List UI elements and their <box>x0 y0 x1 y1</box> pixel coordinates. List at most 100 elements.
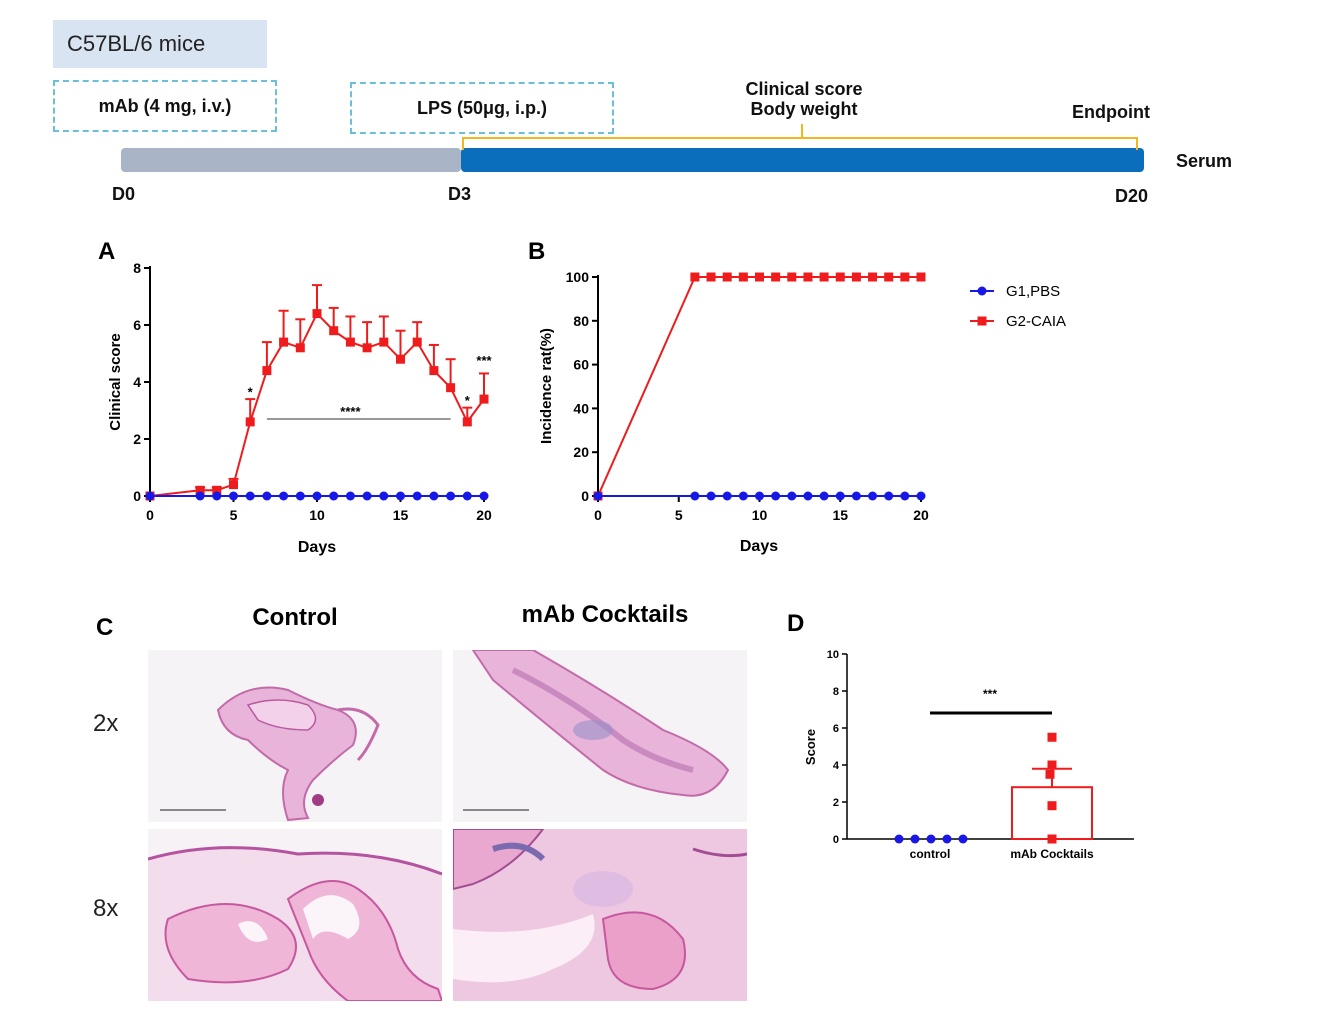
chart-d-point-mab <box>1047 834 1057 844</box>
chart-b-point-g2 <box>755 272 764 282</box>
chart-b-point-g2 <box>819 272 829 282</box>
chart-d-category-label: mAb Cocktails <box>1010 847 1094 861</box>
chart-b-x-tick-label: 20 <box>913 507 929 523</box>
chart-b-y-tick-label: 60 <box>573 357 589 373</box>
serum-label: Serum <box>1176 151 1233 171</box>
legend-marker-g1 <box>977 286 987 296</box>
chart-a-point-g2 <box>429 366 439 376</box>
histology-control-8x <box>148 829 442 1001</box>
chart-b-y-tick-label: 100 <box>566 269 590 285</box>
chart-a-x-tick-label: 0 <box>146 507 154 523</box>
panel-label-b: B <box>528 238 546 265</box>
chart-b-point-g1 <box>706 491 716 501</box>
chart-b-point-g2 <box>851 272 861 282</box>
body-weight-label: Body weight <box>750 99 858 119</box>
lps-injection-label: LPS (50μg, i.p.) <box>416 98 548 118</box>
chart-a-point-g2 <box>462 417 472 427</box>
chart-a-point-g1 <box>396 491 405 501</box>
chart-a-point-g2 <box>379 337 389 347</box>
chart-b-point-g1 <box>884 491 894 501</box>
chart-b-series-line-g2 <box>597 276 921 497</box>
panel-label-a: A <box>98 238 116 265</box>
chart-a-x-tick-label: 5 <box>230 507 238 523</box>
chart-a-point-g1 <box>446 491 456 501</box>
chart-d-point-mab <box>1047 732 1057 742</box>
day20-label: D20 <box>1115 186 1149 206</box>
legend: G1,PBS G2-CAIA <box>970 283 1066 330</box>
legend-label-g1: G1,PBS <box>1006 283 1060 300</box>
chart-b-point-g2 <box>835 272 845 282</box>
chart-a-point-g2 <box>345 337 355 347</box>
chart-a-point-g1 <box>412 491 422 501</box>
chart-a-point-g1 <box>212 491 222 501</box>
chart-d-y-tick-label: 2 <box>833 797 839 809</box>
chart-a-point-g2 <box>362 343 372 353</box>
histology-mab-8x <box>453 829 747 1001</box>
chart-b-point-g1 <box>819 491 829 501</box>
chart-a-y-tick-label: 2 <box>133 431 141 447</box>
row-label-8x: 8x <box>93 895 119 922</box>
chart-b-point-g1 <box>835 491 845 501</box>
clinical-score-label: Clinical score <box>745 79 863 99</box>
chart-a-point-g1 <box>429 491 439 501</box>
endpoint-label: Endpoint <box>1072 102 1150 122</box>
histology-mab-2x <box>453 650 747 822</box>
chart-d-ylabel: Score <box>803 729 818 765</box>
chart-a-point-g1 <box>262 491 272 501</box>
chart-a-point-g2 <box>195 485 205 495</box>
chart-a-point-g1 <box>229 491 238 501</box>
mab-injection-box: mAb (4 mg, i.v.) <box>53 80 277 132</box>
chart-a-point-g1 <box>279 491 289 501</box>
chart-a-point-g1 <box>312 491 322 501</box>
chart-b-y-tick-label: 0 <box>581 488 589 504</box>
mouse-strain-label: C57BL/6 mice <box>53 20 267 68</box>
chart-a-x-tick-label: 15 <box>393 507 409 523</box>
chart-a-significance-mark: * <box>465 393 471 408</box>
chart-d-point-control <box>894 834 904 844</box>
day3-label: D3 <box>448 184 472 204</box>
chart-a-point-g2 <box>479 394 489 404</box>
chart-b-x-tick-label: 15 <box>832 507 848 523</box>
chart-b-ylabel: Incidence rat(%) <box>538 328 555 444</box>
chart-b-point-g2 <box>868 272 878 282</box>
chart-b-point-g1 <box>690 491 700 501</box>
chart-a-point-g2 <box>329 326 339 336</box>
chart-a-point-g2 <box>295 343 305 353</box>
chart-a-y-tick-label: 0 <box>133 488 141 504</box>
chart-d-y-tick-label: 10 <box>827 649 839 661</box>
chart-b-point-g1 <box>916 491 926 501</box>
legend-marker-g2 <box>977 316 987 326</box>
chart-b-point-g1 <box>722 491 732 501</box>
chart-a-xlabel: Days <box>298 539 336 556</box>
chart-b-x-tick-label: 5 <box>675 507 683 523</box>
chart-b-point-g2 <box>803 272 813 282</box>
chart-b-incidence: Incidence rat(%) Days 0 20 40 60 80 100 0 5 10 15… <box>538 269 929 555</box>
chart-a-point-g2 <box>396 354 405 364</box>
chart-d-category-label: control <box>910 847 951 861</box>
chart-d-y-tick-label: 6 <box>833 723 839 735</box>
chart-a-point-g1 <box>462 491 472 501</box>
chart-a-significance-mark: * <box>248 384 254 399</box>
chart-b-y-tick-label: 80 <box>573 313 589 329</box>
chart-b-point-g1 <box>738 491 748 501</box>
mab-injection-label: mAb (4 mg, i.v.) <box>98 96 232 116</box>
chart-d-point-control <box>958 834 968 844</box>
chart-a-y-tick-label: 8 <box>133 260 141 276</box>
legend-label-g2: G2-CAIA <box>1006 313 1066 330</box>
day0-label: D0 <box>112 184 136 204</box>
pre-treatment-bar <box>121 148 461 172</box>
timeline-graphic <box>121 124 1144 172</box>
chart-b-point-g1 <box>868 491 878 501</box>
chart-d-point-control <box>926 834 936 844</box>
chart-b-point-g2 <box>722 272 732 282</box>
chart-d-bar-mab <box>1011 786 1093 841</box>
observation-bracket <box>462 124 1138 150</box>
chart-b-point-g2 <box>916 272 926 282</box>
chart-a-point-g2 <box>312 309 322 319</box>
chart-a-point-g1 <box>479 491 489 501</box>
lps-injection-box: LPS (50μg, i.p.) <box>350 82 614 134</box>
chart-b-point-g1 <box>900 491 910 501</box>
chart-a-point-g2 <box>446 383 456 393</box>
chart-a-significance-mark: *** <box>476 353 492 368</box>
chart-d-point-mab <box>1047 760 1057 770</box>
